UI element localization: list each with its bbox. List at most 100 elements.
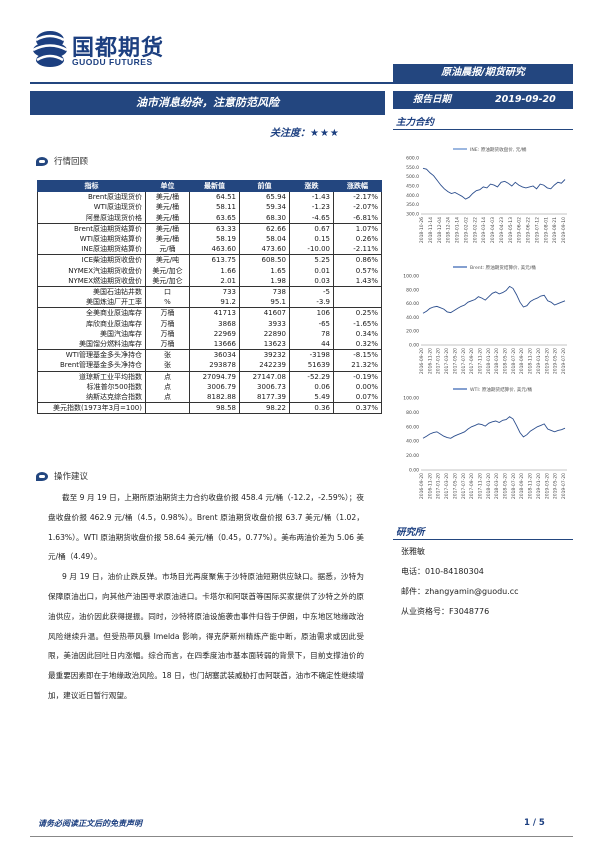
table-cell: -52.29 bbox=[289, 370, 334, 382]
table-cell: 阿曼原油现货价格 bbox=[37, 212, 146, 224]
brent-price-chart: Brent: 原油期货结算价, 美元/桶 100.00 80.00 60.00 40.0… bbox=[403, 264, 567, 374]
table-cell: 美元/加仑 bbox=[145, 265, 190, 276]
analyst-email[interactable]: 邮件：zhangyamin@guodu.cc bbox=[401, 587, 519, 596]
x-tick-label: 2019-07-20 bbox=[561, 473, 567, 499]
legend-label: WTI: 原油期货结算价, 美元/桶 bbox=[470, 386, 533, 393]
x-tick-label: 2018-01-20 bbox=[486, 473, 492, 499]
report-date-label: 报告日期 bbox=[413, 94, 452, 105]
star-rating-icon: ★★★ bbox=[310, 128, 340, 139]
legend-label: Brent: 原油期货结算价, 美元/桶 bbox=[470, 264, 536, 271]
x-tick-label: 2018-11-14 bbox=[428, 217, 434, 243]
table-cell: 0.01 bbox=[289, 265, 334, 276]
section-bullet-icon bbox=[36, 157, 48, 166]
table-cell: WTI原油期货结算价 bbox=[37, 234, 146, 245]
table-row: WTI原油期货结算价 美元/桶 58.19 58.04 0.15 0.26% bbox=[37, 234, 382, 245]
table-cell: 美元/桶 bbox=[145, 222, 190, 235]
column-header: 涨跌 bbox=[289, 179, 334, 193]
table-row: 美国炼油厂开工率% 91.2 95.1 -3.9 bbox=[37, 297, 382, 308]
table-cell: -1.65% bbox=[333, 318, 382, 329]
table-cell: 美元指数(1973年3月=100) bbox=[37, 402, 146, 415]
analyst-name: 张雅敏 bbox=[401, 547, 425, 556]
market-review-heading: 行情回顾 bbox=[36, 155, 88, 167]
table-cell: 242239 bbox=[239, 360, 290, 372]
y-tick-label: 80.00 bbox=[406, 287, 419, 293]
section-bullet-icon bbox=[36, 472, 48, 481]
table-row: Brent管理基金多头净持仓张 293878 242239 51639 21.32% bbox=[37, 360, 382, 372]
y-tick-label: 0.00 bbox=[409, 343, 419, 349]
column-header: 前值 bbox=[239, 179, 290, 193]
y-tick-label: 350.0 bbox=[406, 202, 419, 208]
table-cell: 美元/加仑 bbox=[145, 275, 190, 287]
table-cell: 美元/桶 bbox=[145, 191, 190, 203]
y-tick-label: 300.0 bbox=[406, 212, 419, 218]
logo-emblem-icon bbox=[32, 31, 68, 67]
advice-body: 截至 9 月 19 日，上期所原油期货主力合约收盘价报 458.4 元/桶（-1… bbox=[48, 488, 364, 706]
table-row: 道琼斯工业平均指数点 27094.79 27147.08 -52.29 -0.19% bbox=[37, 370, 382, 382]
table-cell: 美元/桶 bbox=[145, 212, 190, 224]
x-tick-label: 2018-01-20 bbox=[486, 348, 492, 374]
x-tick-label: 2019-09-10 bbox=[561, 217, 567, 243]
focus-label: 关注度： bbox=[270, 128, 310, 139]
table-cell: 44 bbox=[289, 339, 334, 350]
table-cell: 98.22 bbox=[239, 402, 290, 415]
x-tick-label: 2018-09-20 bbox=[519, 348, 525, 374]
table-cell: 733 bbox=[189, 286, 240, 298]
report-category-tab: 原油晨报/期货研究 bbox=[393, 64, 573, 82]
table-cell: 美国石油钻井数 bbox=[37, 286, 146, 298]
x-tick-label: 2017-03-20 bbox=[444, 473, 450, 499]
table-cell: 0.03 bbox=[289, 275, 334, 287]
table-cell: INE原油期货结算价 bbox=[37, 244, 146, 255]
table-cell: 美国汽油库存 bbox=[37, 328, 146, 340]
table-cell: 27094.79 bbox=[189, 370, 240, 382]
x-tick-label: 2017-07-20 bbox=[461, 473, 467, 499]
y-tick-label: 0.00 bbox=[409, 468, 419, 474]
y-tick-label: 400.0 bbox=[406, 193, 419, 199]
table-cell: 点 bbox=[145, 370, 190, 382]
table-cell: 63.65 bbox=[189, 212, 240, 224]
x-tick-label: 2018-12-24 bbox=[446, 217, 452, 243]
table-cell: 美元/桶 bbox=[145, 202, 190, 213]
x-tick-label: 2019-07-12 bbox=[534, 217, 540, 243]
table-cell: 纳斯达克综合指数 bbox=[37, 392, 146, 403]
table-cell: 0.86% bbox=[333, 254, 382, 266]
table-cell: 道琼斯工业平均指数 bbox=[37, 370, 146, 382]
report-title: 油市消息纷杂，注意防范风险 bbox=[30, 91, 385, 115]
focus-rating: 关注度：★★★ bbox=[270, 124, 340, 139]
x-tick-label: 2016-11-20 bbox=[427, 473, 433, 499]
table-cell: 0.67 bbox=[289, 222, 334, 235]
x-tick-label: 2019-07-20 bbox=[561, 348, 567, 374]
table-cell: -2.07% bbox=[333, 202, 382, 213]
table-cell: 58.04 bbox=[239, 234, 290, 245]
table-cell: 美国炼油厂开工率 bbox=[37, 297, 146, 308]
x-tick-label: 2018-09-20 bbox=[519, 473, 525, 499]
table-cell: 63.33 bbox=[189, 222, 240, 235]
market-review-table: 指标 单位 最新值 前值 涨跌 涨跌幅 Brent原油现货价 美元/桶 64.51 6… bbox=[37, 179, 382, 415]
table-cell: -4.65 bbox=[289, 212, 334, 224]
x-tick-label: 2019-01-20 bbox=[536, 348, 542, 374]
table-row: Brent原油期货结算价 美元/桶 63.33 62.66 0.67 1.07% bbox=[37, 222, 382, 235]
y-tick-label: 20.00 bbox=[406, 453, 419, 459]
x-tick-label: 2019-03-20 bbox=[544, 348, 550, 374]
y-tick-label: 60.00 bbox=[406, 424, 419, 430]
x-tick-label: 2019-02-02 bbox=[463, 217, 469, 243]
table-cell: 美元/桶 bbox=[145, 234, 190, 245]
x-tick-label: 2019-01-14 bbox=[455, 217, 461, 243]
research-heading: 研究所 bbox=[396, 527, 425, 538]
x-tick-label: 2018-05-20 bbox=[503, 348, 509, 374]
logo-chinese-name: 国都期货 bbox=[72, 36, 165, 61]
table-cell: 2.01 bbox=[189, 275, 240, 287]
table-cell: -1.43 bbox=[289, 191, 334, 203]
x-tick-label: 2018-12-04 bbox=[437, 217, 443, 243]
table-cell: 8177.39 bbox=[239, 392, 290, 403]
table-cell: 22969 bbox=[189, 328, 240, 340]
table-cell: 78 bbox=[289, 328, 334, 340]
table-cell: 8182.88 bbox=[189, 392, 240, 403]
table-cell: 51639 bbox=[289, 360, 334, 372]
table-cell: 1.98 bbox=[239, 275, 290, 287]
table-cell: 0.25% bbox=[333, 307, 382, 319]
x-tick-label: 2018-03-20 bbox=[494, 348, 500, 374]
table-cell: 5.25 bbox=[289, 254, 334, 266]
table-row: 美元指数(1973年3月=100) 98.58 98.22 0.36 0.37% bbox=[37, 402, 382, 415]
table-cell: NYMEX燃油期货收盘价 bbox=[37, 275, 146, 287]
table-row: NYMEX汽油期货收盘价 美元/加仑 1.66 1.65 0.01 0.57% bbox=[37, 265, 382, 276]
